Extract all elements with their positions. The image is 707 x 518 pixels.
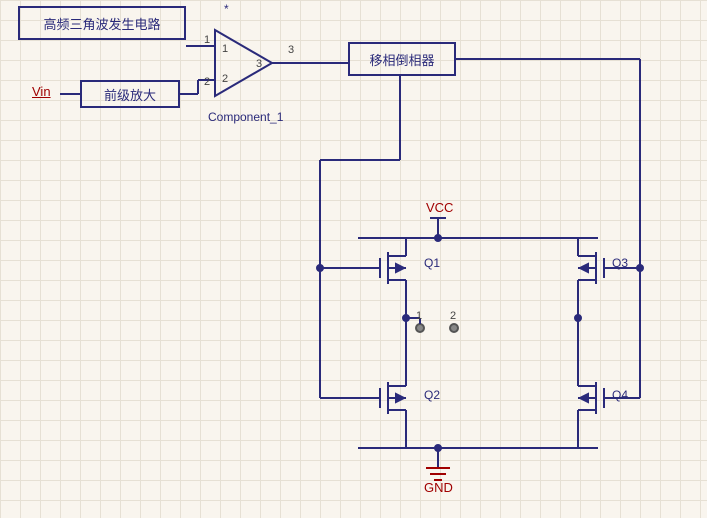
opamp-pin2-num: 2 [204, 76, 210, 88]
midpin-1: 1 [416, 310, 422, 322]
q3-label: Q3 [612, 256, 628, 270]
schematic-canvas: 1 2 [0, 0, 707, 518]
q1-label: Q1 [424, 256, 440, 270]
midpin-2: 2 [450, 310, 456, 322]
block-phase-inverter-label: 移相倒相器 [369, 50, 434, 69]
opamp-name: Component_1 [208, 110, 283, 124]
svg-text:2: 2 [222, 73, 228, 85]
block-phase-inverter: 移相倒相器 [348, 42, 456, 76]
block-preamp: 前级放大 [80, 80, 180, 108]
opamp-star: * [224, 2, 229, 16]
net-gnd: GND [424, 480, 453, 495]
block-triangle-generator-label: 高频三角波发生电路 [43, 14, 160, 33]
net-vcc: VCC [426, 200, 453, 215]
opamp-pin3-inner: 3 [256, 58, 262, 70]
svg-text:1: 1 [222, 43, 228, 55]
opamp-pin1-num: 1 [204, 34, 210, 46]
opamp-pin3-num: 3 [288, 44, 294, 56]
q4-label: Q4 [612, 388, 628, 402]
block-preamp-label: 前级放大 [104, 85, 156, 104]
block-triangle-generator: 高频三角波发生电路 [18, 6, 186, 40]
q2-label: Q2 [424, 388, 440, 402]
net-vin: Vin [32, 84, 51, 99]
